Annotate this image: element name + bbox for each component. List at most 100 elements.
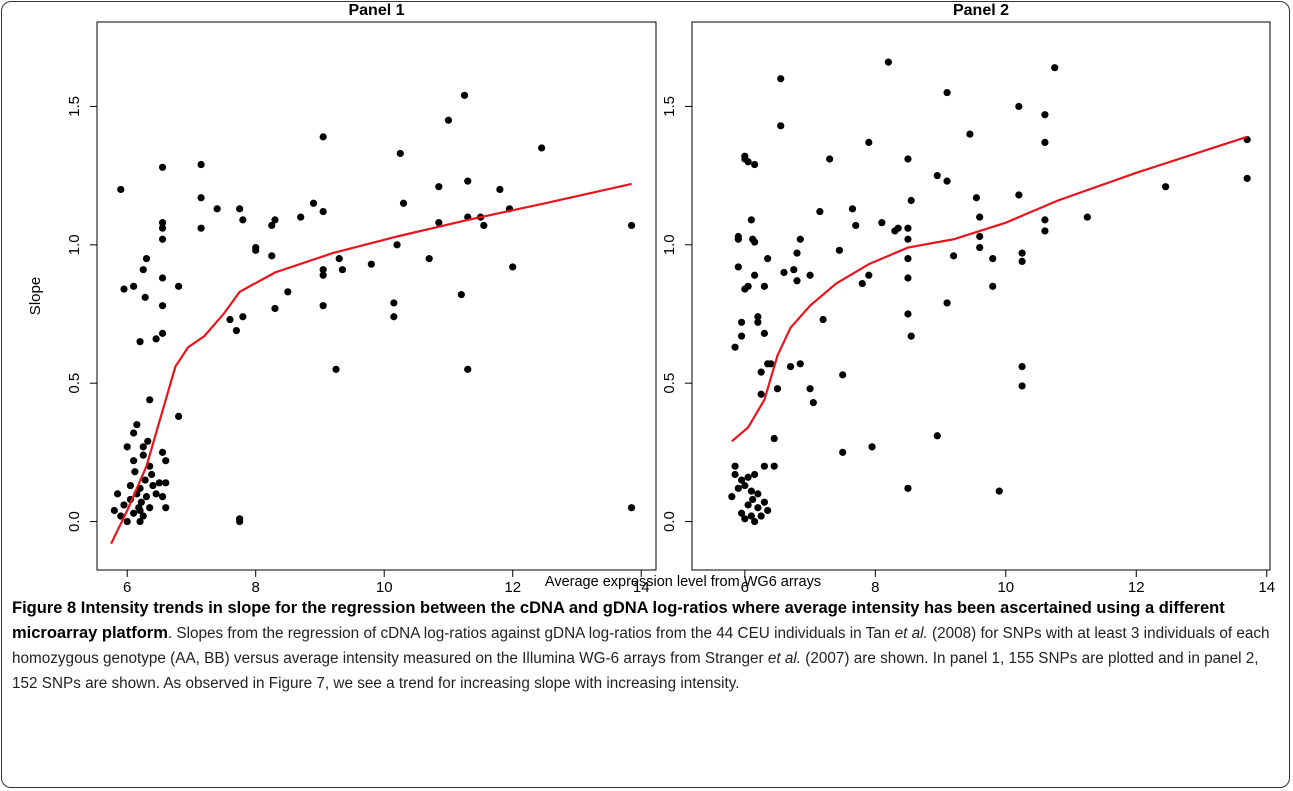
- point: [976, 243, 984, 252]
- point: [737, 476, 746, 484]
- point: [760, 462, 769, 470]
- point: [767, 360, 775, 368]
- point: [734, 484, 742, 492]
- point: [976, 232, 984, 241]
- point: [123, 443, 131, 451]
- point: [868, 443, 876, 451]
- point: [142, 493, 151, 501]
- point: [806, 271, 814, 279]
- point: [158, 235, 167, 243]
- point: [146, 504, 154, 512]
- y-tick-label: 1.5: [661, 96, 678, 117]
- point: [749, 495, 757, 504]
- point: [158, 493, 167, 501]
- point: [239, 313, 247, 321]
- point: [460, 91, 469, 99]
- point: [884, 58, 892, 66]
- point: [335, 255, 343, 263]
- point: [1051, 64, 1059, 72]
- point: [162, 479, 170, 487]
- point: [627, 504, 636, 512]
- point: [904, 310, 912, 318]
- x-tick-label: 12: [504, 579, 521, 595]
- point: [754, 490, 762, 498]
- point: [130, 457, 138, 465]
- point: [770, 462, 778, 470]
- point: [780, 268, 788, 277]
- point: [239, 216, 247, 224]
- point: [236, 205, 244, 213]
- point: [734, 263, 742, 271]
- point: [197, 224, 205, 232]
- point: [158, 448, 167, 456]
- point: [496, 185, 504, 194]
- point: [737, 332, 746, 340]
- point: [1015, 102, 1023, 111]
- point: [297, 213, 305, 221]
- point: [1018, 249, 1026, 257]
- x-tick-label: 8: [871, 579, 879, 595]
- point: [627, 221, 636, 230]
- point: [113, 490, 122, 498]
- point: [741, 481, 749, 490]
- point: [731, 343, 739, 351]
- point: [252, 246, 260, 254]
- point: [1243, 174, 1251, 182]
- point: [806, 385, 814, 393]
- point: [319, 302, 327, 310]
- trend-line: [731, 135, 1248, 443]
- point: [396, 149, 404, 158]
- point: [142, 255, 151, 263]
- point: [777, 75, 785, 83]
- point: [338, 266, 347, 274]
- y-axis-label: Slope: [27, 277, 44, 315]
- point: [319, 271, 327, 279]
- point: [158, 219, 167, 227]
- point: [146, 396, 154, 404]
- point: [904, 155, 912, 163]
- caption-text: (2007) are shown. In panel 1, 155 SNPs a…: [12, 650, 1259, 692]
- point: [995, 487, 1003, 495]
- point: [790, 266, 798, 274]
- y-tick-label: 0.0: [66, 511, 83, 532]
- point: [117, 185, 125, 194]
- point: [972, 194, 981, 202]
- point: [213, 205, 221, 213]
- point: [904, 484, 912, 492]
- point: [390, 299, 398, 307]
- point: [110, 506, 118, 515]
- point: [760, 282, 769, 290]
- point: [826, 155, 834, 163]
- point: [444, 116, 453, 124]
- point: [744, 473, 752, 481]
- point: [130, 282, 138, 290]
- point: [1018, 382, 1026, 390]
- point: [731, 462, 739, 470]
- point: [141, 293, 149, 301]
- plot-frame: [96, 21, 657, 571]
- point: [757, 512, 765, 520]
- point: [319, 266, 327, 274]
- point: [197, 194, 205, 202]
- point: [989, 255, 997, 263]
- point: [744, 501, 752, 509]
- point: [399, 199, 408, 207]
- x-tick-label: 12: [1128, 579, 1145, 595]
- point: [162, 457, 170, 465]
- point: [226, 315, 234, 324]
- point: [989, 282, 997, 290]
- point: [809, 398, 817, 407]
- point: [152, 490, 160, 498]
- point: [152, 335, 160, 343]
- point: [751, 160, 759, 169]
- point: [764, 506, 772, 515]
- point: [858, 279, 866, 288]
- point: [865, 271, 873, 279]
- point: [835, 246, 844, 254]
- point: [133, 421, 141, 429]
- point: [123, 517, 131, 526]
- point: [144, 437, 152, 445]
- point: [236, 517, 244, 526]
- point: [819, 315, 827, 324]
